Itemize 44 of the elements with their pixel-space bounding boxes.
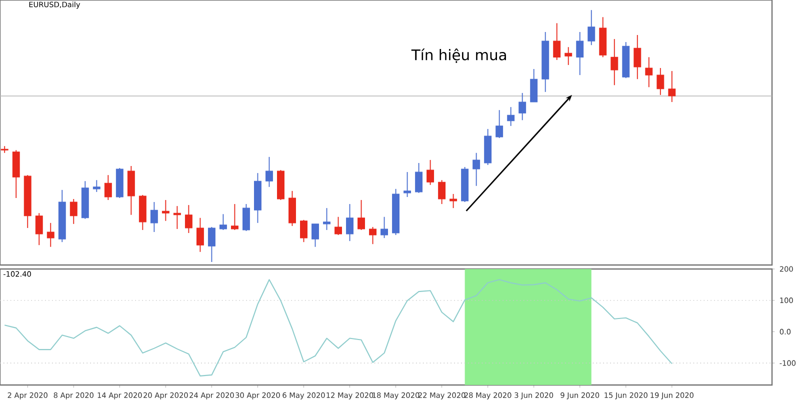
candlestick: [242, 204, 250, 232]
candlestick: [92, 180, 100, 192]
candlestick: [518, 92, 526, 121]
candlestick: [656, 68, 664, 96]
candlestick: [438, 180, 446, 205]
candlestick: [358, 200, 365, 230]
candlestick: [300, 219, 308, 243]
candlestick: [266, 156, 273, 188]
candlestick: [472, 152, 480, 186]
candlestick: [496, 110, 504, 139]
candlestick: [426, 159, 434, 186]
candlestick: [173, 206, 181, 230]
candlestick: [530, 68, 538, 102]
candlestick: [588, 10, 596, 46]
candlestick: [553, 22, 561, 60]
candlestick: [564, 46, 572, 66]
candlestick: [576, 32, 584, 76]
candlestick: [70, 198, 78, 224]
line-series: [4, 279, 672, 376]
candlestick: [162, 200, 170, 222]
candlestick: [184, 204, 192, 234]
candlestick: [219, 214, 227, 230]
candlestick: [415, 162, 423, 194]
candlestick: [404, 172, 412, 198]
candlestick: [46, 222, 54, 248]
candlestick: [323, 208, 330, 230]
candlestick: [634, 34, 642, 80]
candlestick: [668, 70, 676, 102]
candlestick: [369, 226, 376, 245]
candlestick: [334, 216, 342, 236]
candlestick: [610, 38, 618, 86]
candlestick: [150, 202, 158, 232]
candlestick: [230, 204, 238, 230]
candlestick: [312, 223, 319, 248]
candlestick: [645, 56, 653, 88]
candlestick: [35, 212, 43, 246]
candlestick: [450, 193, 458, 209]
candlestick: [196, 217, 204, 252]
annotation: Tín hiệu mua: [411, 48, 506, 63]
candlestick: [104, 174, 112, 200]
candlestick: [507, 106, 515, 126]
candlestick: [346, 204, 354, 242]
candlestick: [380, 216, 388, 239]
candlestick: [208, 226, 216, 262]
